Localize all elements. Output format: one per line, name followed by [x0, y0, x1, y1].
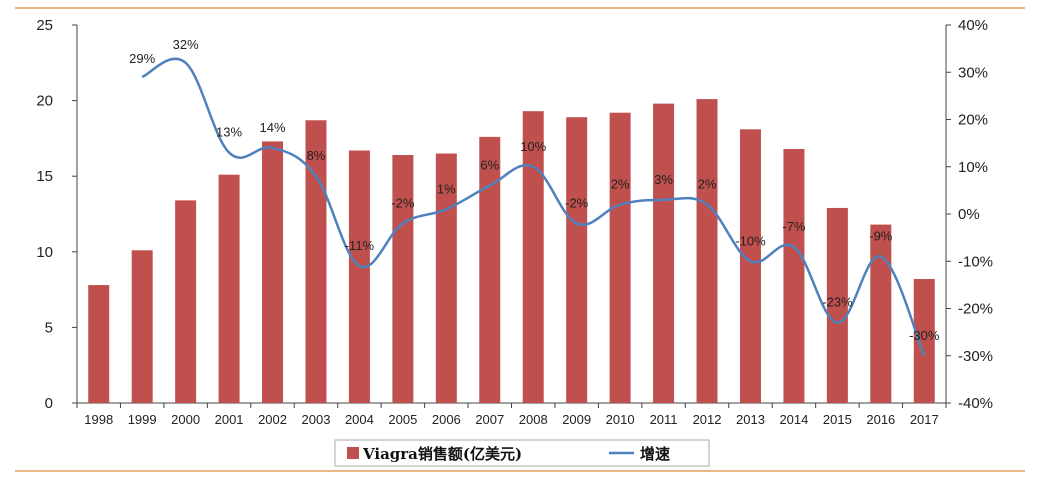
- growth-label-2016: -9%: [869, 229, 893, 244]
- growth-label-2006: 1%: [437, 181, 456, 196]
- bar-2008: [522, 111, 544, 404]
- bar-2006: [435, 153, 457, 403]
- right-tick-label: -40%: [958, 395, 993, 412]
- growth-label-2000: 32%: [173, 37, 199, 52]
- bar-2014: [783, 148, 805, 403]
- right-tick-label: -20%: [958, 301, 993, 318]
- axes: 0 5 10 15 20 25 -40% -30% -20% -10% 0% 10% 20% 30% 40%…: [36, 17, 993, 427]
- bar-2012: [696, 99, 718, 403]
- bar-2016: [870, 224, 892, 403]
- data-labels: 29% 32% 13% 14% 8% -11% -2% 1% 6% 10% -2% 2% 3% 2% -10…: [129, 37, 940, 343]
- x-tick-label: 2001: [215, 412, 244, 427]
- left-tick-label: 0: [45, 395, 53, 412]
- bar-2015: [826, 207, 848, 403]
- x-tick-label: 2017: [910, 412, 939, 427]
- bar-2004: [348, 150, 370, 403]
- bar-2009: [566, 117, 588, 404]
- bar-1999: [131, 250, 153, 403]
- right-tick-label: -30%: [958, 348, 993, 365]
- line-series: [141, 57, 926, 357]
- bar-2011: [653, 103, 675, 404]
- left-tick-label: 20: [36, 93, 53, 110]
- growth-label-2010: 2%: [611, 177, 630, 192]
- x-tick-label: 2009: [562, 412, 591, 427]
- right-tick-label: 30%: [958, 64, 988, 81]
- bar-2007: [479, 136, 501, 403]
- legend-box: [334, 439, 710, 467]
- left-tick-label: 10: [36, 244, 53, 261]
- growth-label-2009: -2%: [565, 195, 589, 210]
- growth-label-2007: 6%: [480, 158, 499, 173]
- growth-label-2014: -7%: [782, 219, 806, 234]
- right-tick-label: 10%: [958, 159, 988, 176]
- legend: Viagra销售额(亿美元) 增速: [334, 439, 710, 467]
- growth-label-2012: 2%: [698, 177, 717, 192]
- growth-label-2005: -2%: [391, 195, 415, 210]
- bar-2001: [218, 174, 240, 403]
- x-tick-label: 1999: [128, 412, 157, 427]
- x-tick-label: 2003: [302, 412, 331, 427]
- growth-label-2015: -23%: [822, 295, 853, 310]
- legend-line-label: 增速: [640, 445, 670, 463]
- growth-label-2004: -11%: [345, 238, 375, 253]
- bar-1998: [88, 285, 110, 403]
- x-tick-label: 2002: [258, 412, 287, 427]
- growth-label-2002: 14%: [260, 120, 286, 135]
- right-tick-label: 0%: [958, 206, 980, 223]
- x-tick-label: 2014: [779, 412, 808, 427]
- left-tick-label: 5: [45, 319, 53, 336]
- x-tick-label: 2005: [388, 412, 417, 427]
- bar-2010: [609, 112, 631, 404]
- legend-bar-label: Viagra销售额(亿美元): [362, 445, 522, 463]
- x-tick-label: 2006: [432, 412, 461, 427]
- right-tick-label: 40%: [958, 17, 988, 34]
- growth-label-2013: -10%: [735, 233, 766, 248]
- x-tick-label: 2000: [171, 412, 200, 427]
- left-tick-label: 25: [36, 17, 53, 34]
- x-tick-label: 2011: [650, 412, 678, 427]
- x-tick-label: 2013: [736, 412, 765, 427]
- bar-2002: [262, 141, 284, 403]
- bar-2017: [913, 279, 935, 403]
- growth-label-1999: 29%: [129, 51, 155, 66]
- bar-2013: [739, 129, 761, 403]
- bar-series: [88, 99, 935, 404]
- x-tick-label: 2016: [866, 412, 895, 427]
- x-tick-label: 2008: [519, 412, 548, 427]
- x-tick-label: 1998: [84, 412, 113, 427]
- bar-2005: [392, 155, 414, 403]
- left-tick-label: 15: [36, 168, 53, 185]
- bar-2003: [305, 120, 327, 404]
- growth-label-2017: -30%: [909, 328, 940, 343]
- x-tick-label: 2010: [606, 412, 635, 427]
- x-tick-label: 2007: [475, 412, 504, 427]
- growth-label-2003: 8%: [307, 148, 326, 163]
- x-tick-label: 2015: [823, 412, 852, 427]
- x-tick-label: 2004: [345, 412, 374, 427]
- x-tick-label: 2012: [693, 412, 722, 427]
- growth-line-path: [141, 57, 926, 357]
- legend-bar-marker: [347, 447, 359, 459]
- growth-label-2008: 10%: [520, 139, 546, 154]
- bar-2000: [175, 200, 197, 403]
- growth-label-2001: 13%: [216, 125, 242, 140]
- growth-label-2011: 3%: [654, 172, 673, 187]
- right-tick-label: 20%: [958, 112, 988, 129]
- right-tick-label: -10%: [958, 253, 993, 270]
